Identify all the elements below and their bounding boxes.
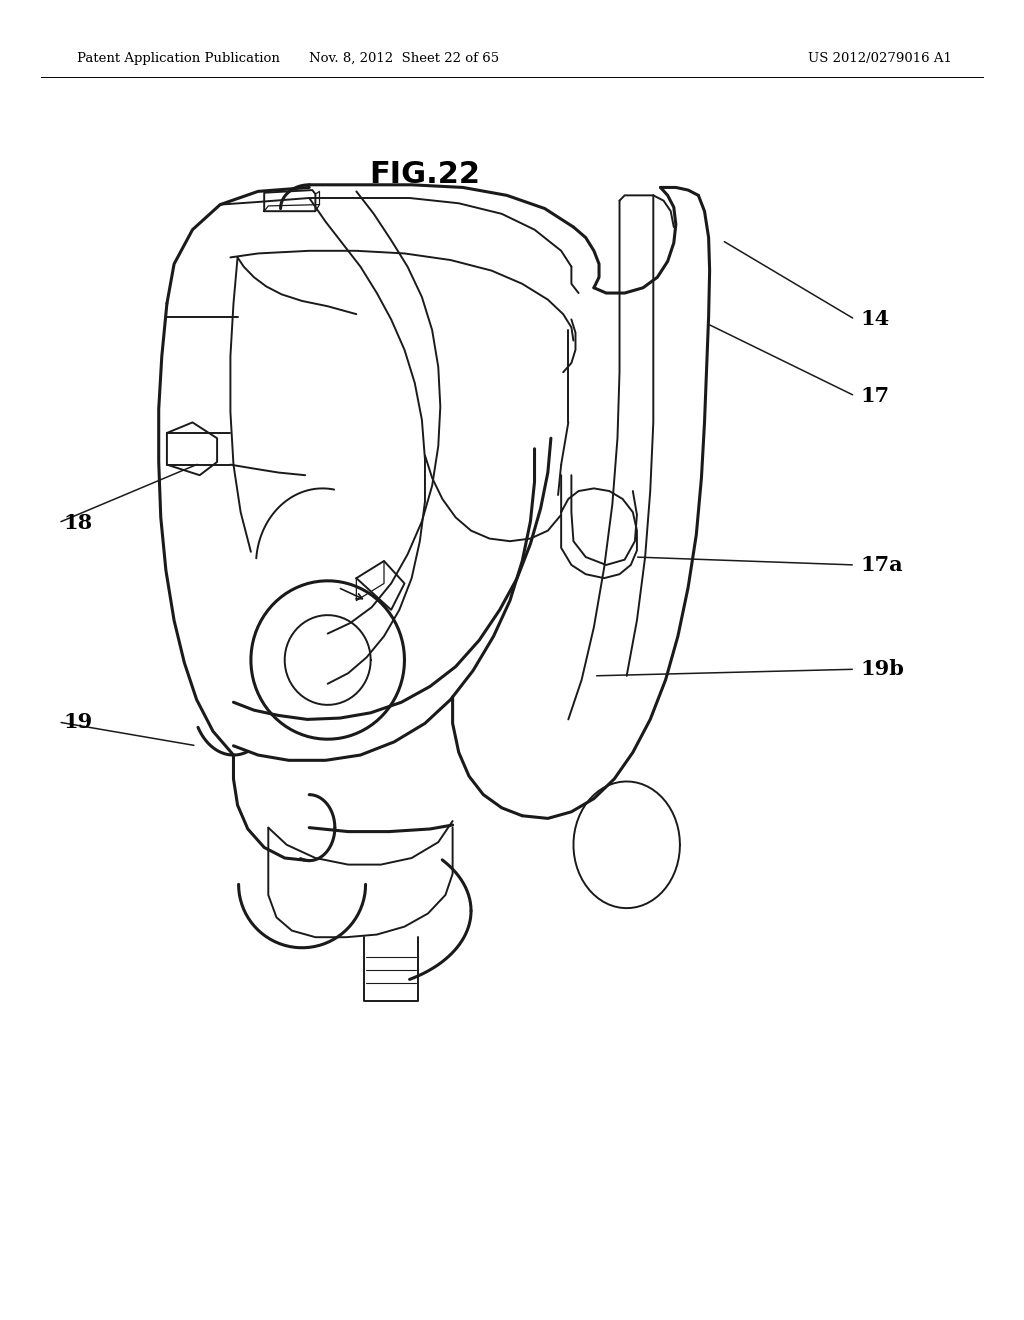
Text: 14: 14 (860, 309, 890, 330)
Text: 19: 19 (63, 711, 93, 733)
Text: 19b: 19b (860, 659, 904, 680)
Text: FIG.22: FIG.22 (370, 160, 480, 189)
Text: US 2012/0279016 A1: US 2012/0279016 A1 (808, 51, 952, 65)
Text: 18: 18 (63, 512, 92, 533)
Text: Patent Application Publication: Patent Application Publication (77, 51, 280, 65)
Text: 17: 17 (860, 385, 889, 407)
Text: 17a: 17a (860, 554, 903, 576)
Text: Nov. 8, 2012  Sheet 22 of 65: Nov. 8, 2012 Sheet 22 of 65 (309, 51, 500, 65)
